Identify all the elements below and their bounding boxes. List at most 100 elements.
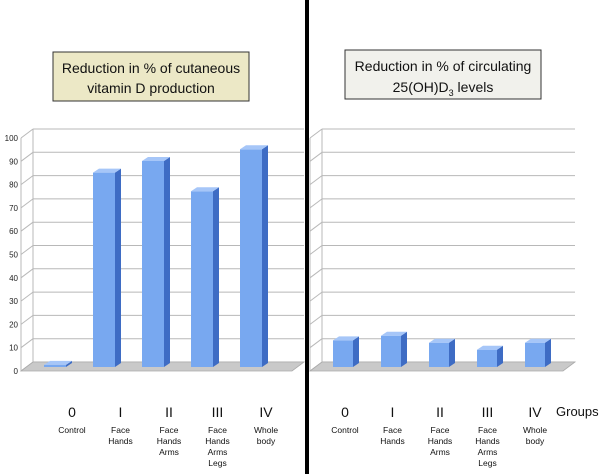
category-sub-label: Control <box>58 425 86 435</box>
right-title-box: Reduction in % of circulating 25(OH)D3 l… <box>344 49 542 100</box>
bar-top <box>93 168 121 173</box>
y-tick-label: 10 <box>9 344 18 353</box>
category-roman-label: 0 <box>68 404 76 420</box>
gridline-side <box>20 245 34 255</box>
category-sub-label: Hands <box>157 436 182 446</box>
bar-top <box>333 336 359 341</box>
gridline-side <box>309 338 323 349</box>
bar-top <box>44 360 72 365</box>
groups-label: Groups <box>556 404 599 419</box>
category-roman-label: I <box>391 404 395 420</box>
category-roman-label: 0 <box>341 404 349 420</box>
bars-layer <box>44 145 551 367</box>
bar-top <box>142 156 170 161</box>
gridline-side <box>309 291 323 302</box>
labels-layer: 01020304050607080901000ControlIFaceHands… <box>5 134 548 468</box>
category-sub-label: Arms <box>208 447 228 457</box>
bar <box>333 336 359 367</box>
category-sub-label: Whole <box>523 425 547 435</box>
category-sub-label: body <box>526 436 545 446</box>
gridline-side <box>20 198 34 209</box>
bar-top <box>477 345 503 350</box>
bar-front <box>240 149 262 367</box>
y-tick-label: 80 <box>9 181 18 190</box>
bar <box>240 145 268 367</box>
bar-side <box>164 156 170 367</box>
category-sub-label: Hands <box>380 436 405 446</box>
bar-front <box>44 364 66 367</box>
bar-top <box>381 331 407 336</box>
right-title-line1: Reduction in % of circulating <box>355 58 532 74</box>
y-tick-label: 0 <box>14 367 19 376</box>
category-sub-label: Control <box>331 425 359 435</box>
bar-top <box>525 338 551 343</box>
category-sub-label: Legs <box>478 458 496 468</box>
category-sub-label: Arms <box>159 447 179 457</box>
category-sub-label: Face <box>431 425 450 435</box>
right-title-line2-end: levels <box>454 79 494 95</box>
gridline-side <box>20 314 34 325</box>
category-roman-label: IV <box>528 404 542 420</box>
bar-top <box>191 187 219 192</box>
bar-side <box>449 338 455 367</box>
category-roman-label: IV <box>259 404 273 420</box>
category-sub-label: Face <box>111 425 130 435</box>
left-title-line2: vitamin D production <box>87 80 215 96</box>
category-sub-label: Hands <box>205 436 230 446</box>
gridline-side <box>20 291 34 302</box>
category-sub-label: Face <box>208 425 227 435</box>
bar-side <box>401 331 407 367</box>
left-title-box: Reduction in % of cutaneous vitamin D pr… <box>52 51 250 102</box>
category-sub-label: Hands <box>108 436 133 446</box>
category-sub-label: Whole <box>254 425 278 435</box>
bar <box>44 360 72 367</box>
y-tick-label: 30 <box>9 297 18 306</box>
category-roman-label: II <box>165 404 173 420</box>
left-title-box-rect <box>52 51 250 102</box>
right-title-line2: 25(OH)D3 levels <box>393 79 494 98</box>
y-tick-label: 20 <box>9 320 18 329</box>
category-roman-label: II <box>436 404 444 420</box>
category-sub-label: body <box>257 436 276 446</box>
bar-side <box>115 168 121 367</box>
bar <box>191 187 219 367</box>
bar-front <box>477 349 497 367</box>
category-sub-label: Hands <box>428 436 453 446</box>
y-tick-label: 50 <box>9 251 18 260</box>
category-sub-label: Hands <box>475 436 500 446</box>
bar-front <box>525 342 545 367</box>
gridline-side <box>309 268 323 279</box>
category-sub-label: Face <box>383 425 402 435</box>
gridline-side <box>20 221 34 232</box>
category-roman-label: I <box>119 404 123 420</box>
gridline-side <box>20 128 34 139</box>
category-roman-label: III <box>482 404 494 420</box>
gridline-side <box>309 128 323 139</box>
gridline-side <box>309 175 323 186</box>
right-title-line2-main: 25(OH)D <box>393 79 449 95</box>
bar-front <box>191 191 213 367</box>
bar-front <box>142 160 164 367</box>
gridline-side <box>309 314 323 325</box>
category-sub-label: Arms <box>430 447 450 457</box>
bar-top <box>240 145 268 150</box>
bar-front <box>93 172 115 367</box>
y-tick-label: 60 <box>9 227 18 236</box>
bar-side <box>66 360 72 367</box>
gridline-side <box>309 221 323 232</box>
gridline-side <box>20 175 34 186</box>
gridline-side <box>309 198 323 209</box>
bar <box>477 345 503 367</box>
bar-side <box>213 187 219 367</box>
gridline-side <box>20 338 34 349</box>
bar-side <box>262 145 268 367</box>
bar <box>381 331 407 367</box>
bar-top <box>429 338 455 343</box>
bar-front <box>381 335 401 367</box>
bar-front <box>333 340 353 367</box>
y-tick-label: 70 <box>9 204 18 213</box>
y-tick-label: 90 <box>9 157 18 166</box>
y-tick-label: 40 <box>9 274 18 283</box>
right-title-box-rect <box>344 49 542 100</box>
